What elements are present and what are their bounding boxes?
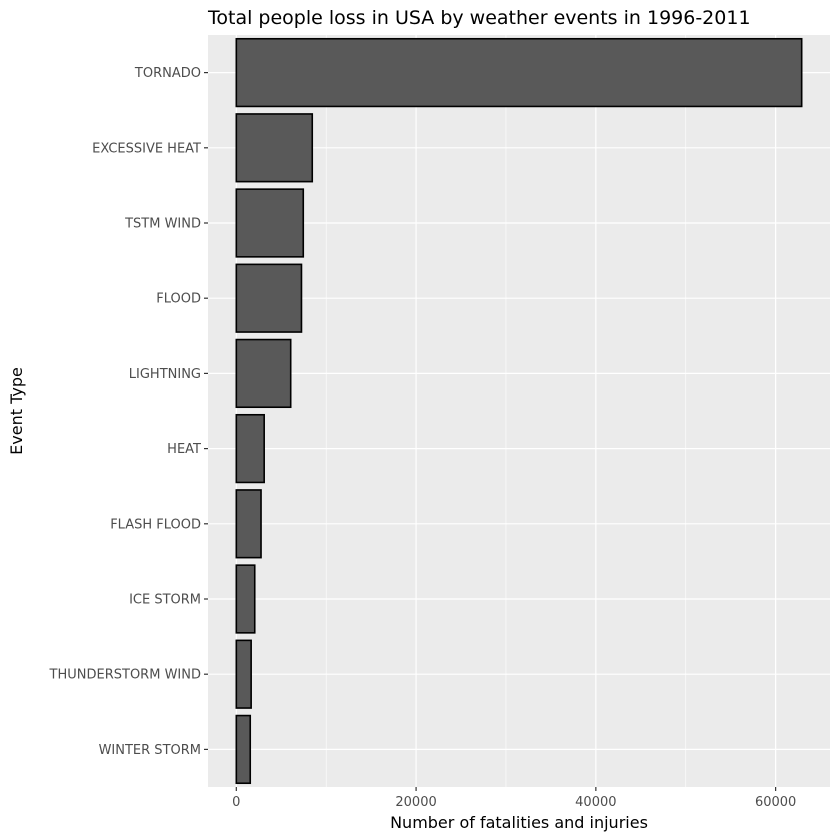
bar bbox=[235, 564, 256, 634]
x-axis: 0 20000 40000 60000 bbox=[232, 787, 796, 810]
x-tick-label: 0 bbox=[232, 795, 240, 810]
x-tick-label: 40000 bbox=[575, 795, 616, 810]
y-tick-label: TSTM WIND bbox=[124, 217, 201, 232]
bar bbox=[235, 263, 303, 333]
minor-gridlines bbox=[325, 35, 687, 787]
bar bbox=[235, 113, 314, 183]
y-tick-label: LIGHTNING bbox=[129, 367, 201, 382]
bars bbox=[235, 37, 803, 785]
x-axis-title: Number of fatalities and injuries bbox=[390, 813, 648, 832]
x-tick-label: 60000 bbox=[755, 795, 796, 810]
bar bbox=[235, 413, 265, 484]
y-tick-label: HEAT bbox=[167, 442, 201, 457]
y-tick-label: THUNDERSTORM WIND bbox=[49, 668, 201, 683]
bar bbox=[235, 338, 292, 409]
chart-title: Total people loss in USA by weather even… bbox=[207, 7, 751, 29]
y-tick-label: WINTER STORM bbox=[99, 743, 201, 758]
y-tick-label: EXCESSIVE HEAT bbox=[92, 141, 201, 156]
x-tick-label: 20000 bbox=[395, 795, 436, 810]
y-tick-label: TORNADO bbox=[134, 66, 201, 81]
y-tick-label: FLASH FLOOD bbox=[110, 517, 201, 532]
y-axis-title: Event Type bbox=[7, 367, 26, 455]
y-tick-label: ICE STORM bbox=[129, 593, 201, 608]
bar bbox=[235, 489, 262, 559]
bar bbox=[235, 188, 305, 258]
y-tick-label: FLOOD bbox=[156, 292, 201, 307]
y-axis: TORNADO EXCESSIVE HEAT TSTM WIND FLOOD LIGHT… bbox=[49, 66, 208, 758]
bar bbox=[235, 714, 252, 785]
bar bbox=[235, 639, 252, 709]
bar bbox=[235, 37, 803, 108]
